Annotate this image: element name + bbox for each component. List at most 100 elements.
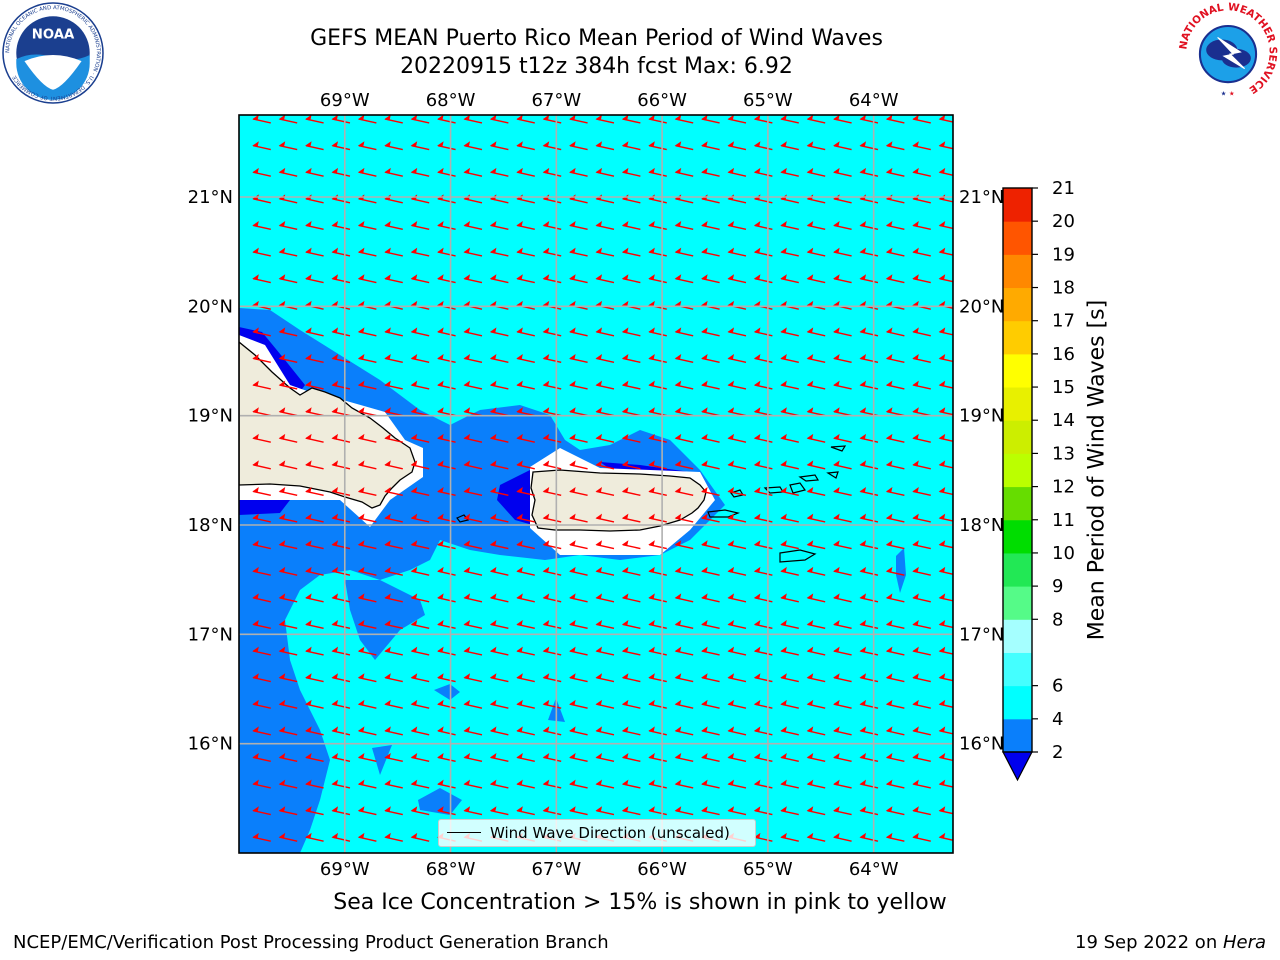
wind-wave-arrow: [357, 646, 377, 656]
wind-wave-arrow: [753, 221, 773, 231]
wind-wave-arrow: [331, 354, 351, 364]
wind-wave-arrow: [384, 699, 403, 709]
wind-wave-arrow: [595, 380, 615, 390]
wind-wave-arrow: [516, 673, 535, 683]
wind-wave-arrow: [727, 779, 747, 789]
wind-wave-arrow: [859, 487, 879, 497]
wind-wave-arrow: [595, 779, 615, 789]
wind-wave-arrow: [753, 380, 773, 390]
wind-wave-arrow: [569, 753, 588, 763]
wind-wave-arrow: [885, 699, 905, 709]
colorbar-segment: [1003, 586, 1032, 620]
wind-wave-arrow: [621, 354, 641, 364]
wind-wave-arrow: [674, 115, 694, 124]
wind-wave-arrow: [648, 247, 667, 257]
wind-wave-arrow: [252, 247, 271, 257]
wind-wave-arrow: [463, 779, 483, 789]
colorbar-tick-label: 10: [1052, 543, 1075, 564]
wind-wave-arrow: [780, 593, 799, 603]
wind-wave-arrow: [437, 487, 456, 497]
colorbar-tick-label: 12: [1052, 477, 1075, 498]
wind-wave-arrow: [806, 274, 826, 284]
wind-wave-arrow: [437, 327, 456, 337]
wind-wave-arrow: [753, 513, 773, 523]
wind-wave-arrow: [437, 646, 456, 656]
wind-wave-arrow: [938, 779, 953, 788]
wind-wave-arrow: [384, 354, 403, 364]
wind-wave-arrow: [437, 380, 456, 390]
wind-wave-arrow: [648, 753, 667, 763]
colorbar-extend-arrow: [1002, 751, 1033, 782]
colorbar-tick-label: 19: [1052, 244, 1075, 265]
wind-wave-arrow: [437, 354, 456, 364]
wind-wave-arrow: [357, 487, 377, 497]
colorbar-tick-label: 13: [1052, 443, 1075, 464]
wind-wave-arrow: [331, 753, 351, 763]
wind-wave-arrow: [489, 460, 509, 470]
colorbar-frame: [1002, 187, 1033, 753]
wind-wave-arrow: [595, 566, 615, 576]
wind-wave-arrow: [885, 274, 905, 284]
wind-wave-arrow: [885, 167, 905, 177]
wind-wave-arrow: [753, 327, 773, 337]
wind-wave-arrow: [912, 566, 931, 576]
wind-wave-arrow: [463, 167, 483, 177]
wind-wave-arrow: [727, 327, 747, 337]
wind-wave-arrow: [833, 832, 852, 842]
wind-wave-arrow: [621, 779, 641, 789]
wind-wave-arrow: [595, 221, 615, 231]
wind-wave-arrow: [331, 141, 351, 151]
wind-wave-arrow: [912, 460, 931, 470]
wind-wave-arrow: [516, 380, 535, 390]
colorbar-segment: [1003, 287, 1032, 322]
wind-wave-arrow: [437, 593, 456, 603]
colorbar-tick-label: 2: [1052, 742, 1063, 763]
wind-wave-arrow: [357, 274, 377, 284]
wind-wave-arrow: [278, 753, 298, 763]
colorbar-tick-label: 4: [1052, 709, 1063, 730]
wind-wave-arrow: [384, 274, 403, 284]
wind-wave-arrow: [912, 380, 931, 390]
wind-wave-arrow: [305, 779, 324, 789]
wind-wave-arrow: [569, 327, 588, 337]
noaa-logo: NOAA NATIONAL OCEANIC AND ATMOSPHERIC AD…: [2, 2, 104, 104]
wind-wave-arrow: [463, 646, 483, 656]
wind-wave-arrow: [701, 433, 720, 443]
wind-wave-arrow: [806, 832, 826, 842]
wind-wave-arrow: [806, 354, 826, 364]
wind-wave-arrow: [648, 274, 667, 284]
wind-wave-arrow: [727, 141, 747, 151]
wind-wave-arrow: [885, 487, 905, 497]
wind-wave-arrow: [621, 806, 641, 816]
wind-wave-arrow: [278, 115, 298, 124]
wind-wave-arrow: [331, 566, 351, 576]
wind-wave-arrow: [252, 646, 271, 656]
wind-wave-arrow: [806, 327, 826, 337]
wind-wave-arrow: [516, 141, 535, 151]
wind-wave-arrow: [410, 753, 430, 763]
wind-wave-arrow: [885, 566, 905, 576]
wind-wave-arrow: [621, 620, 641, 630]
wind-wave-arrow: [595, 247, 615, 257]
wind-wave-arrow: [252, 699, 271, 709]
wind-wave-arrow: [753, 620, 773, 630]
wind-wave-arrow: [912, 274, 931, 284]
wind-wave-arrow: [780, 566, 799, 576]
wind-wave-arrow: [912, 832, 931, 842]
wind-wave-arrow: [753, 753, 773, 763]
wind-wave-arrow: [727, 513, 747, 523]
wind-wave-arrow: [621, 673, 641, 683]
axis-tick-labels: 69°W 69°W 68°W 68°W 67°W 67°W 66°W 66°W 65°W 65°W…: [188, 90, 1005, 880]
wind-wave-arrow: [331, 806, 351, 816]
wind-wave-arrow: [357, 779, 377, 789]
wind-wave-arrow: [278, 726, 298, 736]
wind-wave-arrow: [780, 779, 799, 789]
wind-wave-arrow: [437, 620, 456, 630]
wind-wave-arrow: [701, 699, 720, 709]
wind-wave-arrow: [569, 699, 588, 709]
wind-wave-arrow: [595, 699, 615, 709]
wind-wave-arrow: [701, 779, 720, 789]
wind-wave-arrow: [542, 141, 562, 151]
wind-wave-arrow: [621, 274, 641, 284]
lat-tick-label-left: 18°N: [188, 515, 233, 536]
